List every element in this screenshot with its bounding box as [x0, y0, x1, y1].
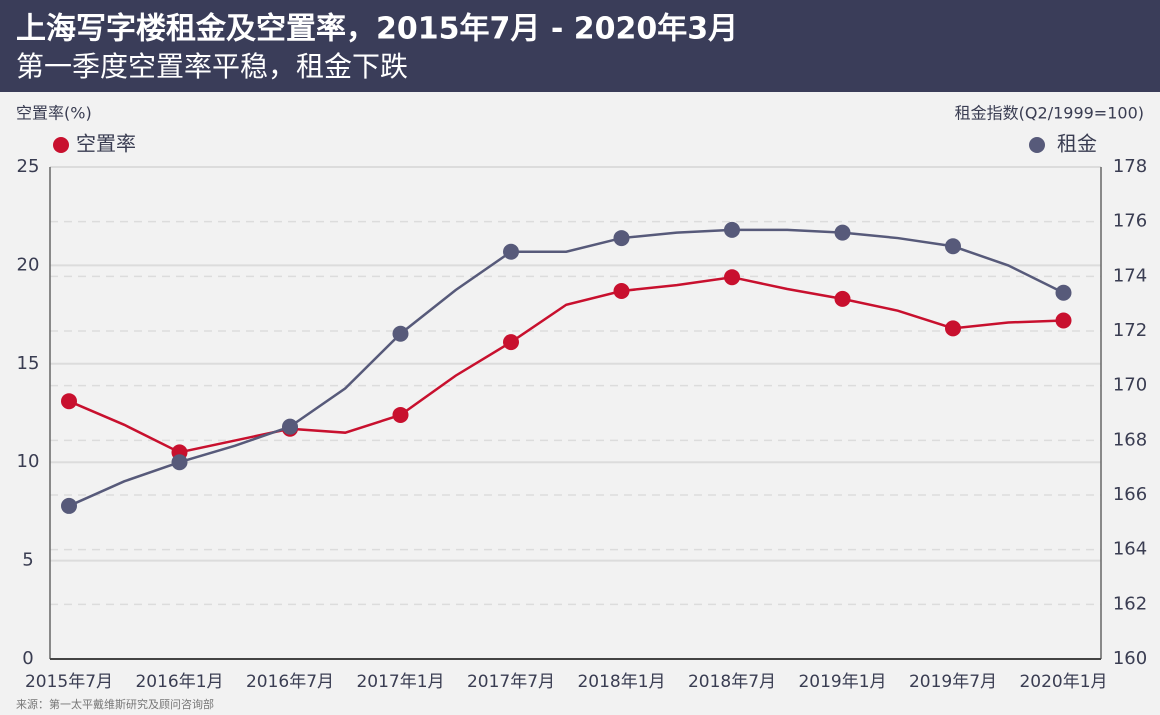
legend-swatch: [1029, 137, 1045, 153]
y2-tick-label: 168: [1113, 429, 1147, 450]
data-point: [834, 290, 851, 307]
legend-swatch: [53, 137, 69, 153]
data-point: [61, 497, 77, 514]
data-point: [613, 282, 630, 299]
data-point: [945, 238, 961, 255]
data-point: [834, 224, 851, 241]
y-tick-label: 10: [17, 451, 40, 472]
x-tick-label: 2015年7月: [25, 672, 113, 692]
x-tick-label: 2020年1月: [1019, 672, 1107, 692]
data-point: [724, 221, 740, 238]
y2-tick-label: 176: [1113, 211, 1147, 232]
legend-label: 空置率: [76, 132, 136, 156]
data-point: [171, 454, 188, 471]
y2-tick-label: 160: [1113, 648, 1147, 669]
header-band: [0, 0, 1160, 92]
x-tick-label: 2017年1月: [356, 672, 444, 692]
y2-tick-label: 178: [1113, 156, 1147, 177]
data-point: [503, 243, 519, 260]
y-tick-label: 0: [22, 648, 33, 669]
data-point: [503, 334, 519, 351]
data-point: [392, 325, 409, 342]
y2-tick-label: 162: [1113, 593, 1147, 614]
y2-tick-label: 172: [1113, 320, 1147, 341]
data-point: [392, 406, 409, 423]
y-tick-label: 5: [22, 550, 33, 571]
source: 来源：第一太平戴维斯研究及顾问咨询部: [16, 697, 214, 711]
chart-title: 上海写字楼租金及空置率，2015年7月 - 2020年3月: [16, 12, 738, 47]
series-line: [68, 228, 1065, 508]
y2-tick-label: 164: [1113, 539, 1147, 560]
y-tick-label: 15: [17, 353, 40, 374]
x-tick-label: 2016年1月: [135, 672, 223, 692]
y2-tick-label: 166: [1113, 484, 1147, 505]
series-line: [68, 275, 1064, 454]
data-point: [1055, 284, 1072, 301]
y2-tick-label: 170: [1113, 375, 1147, 396]
data-point: [282, 418, 298, 435]
y2-tick-label: 174: [1113, 265, 1147, 286]
y-tick-label: 20: [17, 254, 40, 275]
x-tick-label: 2017年7月: [467, 672, 555, 692]
y-axis-label: 空置率(%): [16, 104, 92, 123]
y-tick-label: 25: [17, 156, 40, 177]
chart-subtitle: 第一季度空置率平稳，租金下跌: [16, 50, 408, 83]
x-tick-label: 2018年1月: [577, 672, 665, 692]
x-tick-label: 2019年7月: [909, 672, 997, 692]
x-tick-label: 2016年7月: [246, 672, 334, 692]
data-point: [613, 230, 630, 247]
data-point: [724, 269, 740, 286]
data-point: [945, 320, 961, 337]
data-point: [1055, 312, 1072, 329]
legend-label: 租金: [1057, 132, 1097, 156]
x-tick-label: 2018年7月: [688, 672, 776, 692]
x-tick-label: 2019年1月: [798, 672, 886, 692]
y2-axis-label: 租金指数(Q2/1999=100): [955, 104, 1144, 123]
data-point: [61, 393, 77, 410]
